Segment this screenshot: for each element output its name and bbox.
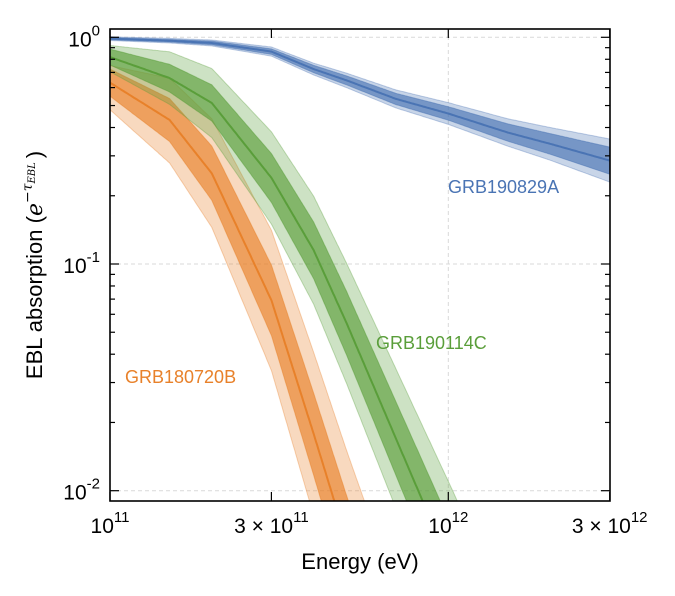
plot-frame (109, 28, 611, 502)
median-line (110, 56, 424, 501)
x-tick-label-prefix: 3 × (572, 515, 608, 538)
x-tick-label-exponent: 12 (631, 509, 648, 526)
y-tick-label-exponent: 0 (92, 22, 100, 39)
inner-band (110, 48, 441, 501)
series-label: GRB190829A (448, 177, 559, 197)
x-tick-label-base: 10 (270, 515, 293, 538)
median-line (110, 37, 610, 162)
y-axis-label: EBL absorption (e−τEBL) (20, 151, 48, 379)
y-tick-label-base: 10 (63, 255, 86, 278)
series-GRB190114C (110, 44, 458, 501)
y-tick-label: 10-1 (63, 249, 100, 278)
median-line (110, 81, 336, 501)
y-tick-label-exponent: -2 (87, 476, 100, 493)
series-bands (110, 36, 610, 501)
series-label: GRB180720B (125, 367, 236, 387)
x-tick-label-prefix: 3 × (234, 515, 270, 538)
x-tick-label: 3 × 1012 (572, 509, 648, 538)
inner-band (110, 68, 349, 501)
x-tick-label: 1011 (91, 509, 130, 538)
x-tick-label-exponent: 11 (114, 509, 130, 526)
y-tick-label-base: 10 (63, 482, 86, 505)
x-tick-label-base: 10 (428, 515, 451, 538)
y-axis-label-text: EBL absorption ( (22, 215, 47, 379)
x-tick-label-base: 10 (91, 515, 114, 538)
y-tick-label-base: 10 (68, 28, 91, 51)
x-tick-label: 1012 (428, 509, 468, 538)
y-axis-label-close: ) (22, 151, 47, 158)
x-tick-label-exponent: 12 (452, 509, 469, 526)
y-tick-label: 10-2 (63, 476, 100, 505)
y-axis-label-math-sub: EBL (27, 162, 38, 185)
y-axis-label-math-base: e (23, 203, 48, 216)
x-axis-label: Energy (eV) (301, 549, 418, 574)
x-tick-label-base: 10 (607, 515, 630, 538)
y-axis-label-math-exp: −τ (20, 183, 36, 203)
y-tick-label: 100 (68, 22, 100, 51)
x-tick-label-exponent: 11 (293, 509, 309, 526)
x-tick-label: 3 × 1011 (234, 509, 309, 538)
y-tick-label-exponent: -1 (87, 249, 100, 266)
series-label: GRB190114C (376, 333, 487, 353)
series-labels: GRB180720B GRB190114C GRB190829A (125, 177, 559, 387)
